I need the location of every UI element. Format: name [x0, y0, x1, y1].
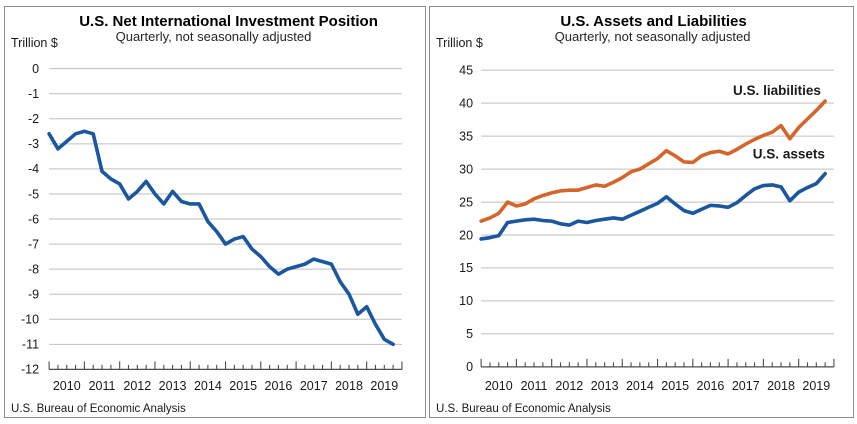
source-note: U.S. Bureau of Economic Analysis	[436, 403, 611, 415]
y-tick-label: -10	[21, 313, 39, 327]
y-tick-label: 10	[459, 294, 473, 308]
chart-subtitle: Quarterly, not seasonally adjusted	[555, 29, 751, 44]
y-tick-label: -2	[28, 112, 39, 126]
y-tick-label: -4	[28, 162, 39, 176]
y-tick-label: 30	[459, 162, 473, 176]
assets-line	[479, 171, 827, 241]
x-year-label: 2018	[767, 379, 795, 393]
niip-plot-area: 0 -1 -2 -3 -4 -5 -6 -7 -8 -9 -10 -11 -12 2010 2011 2012…	[21, 62, 403, 393]
x-year-label: 2016	[265, 379, 293, 393]
y-tick-label: 25	[459, 195, 473, 209]
y-tick-label: 15	[459, 261, 473, 275]
y-tick-label: -5	[28, 187, 39, 201]
x-year-label: 2013	[159, 379, 187, 393]
x-year-label: 2019	[370, 379, 398, 393]
chart-title: U.S. Assets and Liabilities	[560, 13, 746, 30]
y-tick-label: -11	[22, 338, 39, 352]
x-year-label: 2015	[229, 379, 257, 393]
x-year-label: 2014	[194, 379, 222, 393]
y-tick-label: 35	[459, 129, 473, 143]
x-year-label: 2015	[661, 379, 689, 393]
y-tick-label: 45	[459, 63, 473, 77]
x-year-label: 2014	[626, 379, 654, 393]
source-note: U.S. Bureau of Economic Analysis	[11, 403, 186, 415]
y-axis-unit-label: Trillion $	[436, 36, 483, 50]
y-tick-label: -1	[28, 87, 39, 101]
y-tick-label: 5	[466, 327, 473, 341]
y-tick-label: -6	[28, 212, 39, 226]
x-year-label: 2010	[53, 379, 81, 393]
y-tick-label: 0	[466, 360, 473, 374]
liabilities-series-label: U.S. liabilities	[733, 83, 821, 98]
y-tick-label: -9	[28, 288, 39, 302]
x-year-label: 2010	[485, 379, 513, 393]
y-tick-label: -7	[28, 237, 39, 251]
x-year-label: 2011	[89, 379, 116, 393]
liabilities-line	[479, 99, 827, 223]
y-tick-label: -12	[21, 363, 39, 377]
y-tick-label: -8	[28, 262, 39, 276]
x-year-label: 2011	[521, 379, 548, 393]
niip-line	[47, 129, 395, 347]
niip-chart: 0 -1 -2 -3 -4 -5 -6 -7 -8 -9 -10 -11 -12 2010 2011 2012…	[11, 13, 403, 415]
x-year-label: 2017	[732, 379, 760, 393]
niip-chart-panel: 0 -1 -2 -3 -4 -5 -6 -7 -8 -9 -10 -11 -12 2010 2011 2012…	[4, 6, 426, 418]
y-tick-label: 0	[32, 62, 39, 76]
x-year-label: 2012	[555, 379, 583, 393]
x-year-label: 2012	[123, 379, 151, 393]
x-year-label: 2013	[591, 379, 619, 393]
x-year-label: 2017	[300, 379, 328, 393]
x-year-label: 2018	[335, 379, 363, 393]
y-axis-unit-label: Trillion $	[11, 36, 58, 50]
y-tick-label: -3	[28, 137, 39, 151]
x-year-label: 2019	[802, 379, 830, 393]
chart-subtitle: Quarterly, not seasonally adjusted	[116, 29, 312, 44]
chart-title: U.S. Net International Investment Positi…	[79, 13, 378, 30]
assets-liabilities-chart-panel: 45 40 35 30 25 20 15 10 5 0 2010 2011 2012 2013 2014 20…	[429, 6, 854, 418]
x-year-label: 2016	[697, 379, 725, 393]
y-tick-label: 20	[459, 228, 473, 242]
y-tick-label: 40	[459, 96, 473, 110]
assets-series-label: U.S. assets	[753, 146, 825, 161]
